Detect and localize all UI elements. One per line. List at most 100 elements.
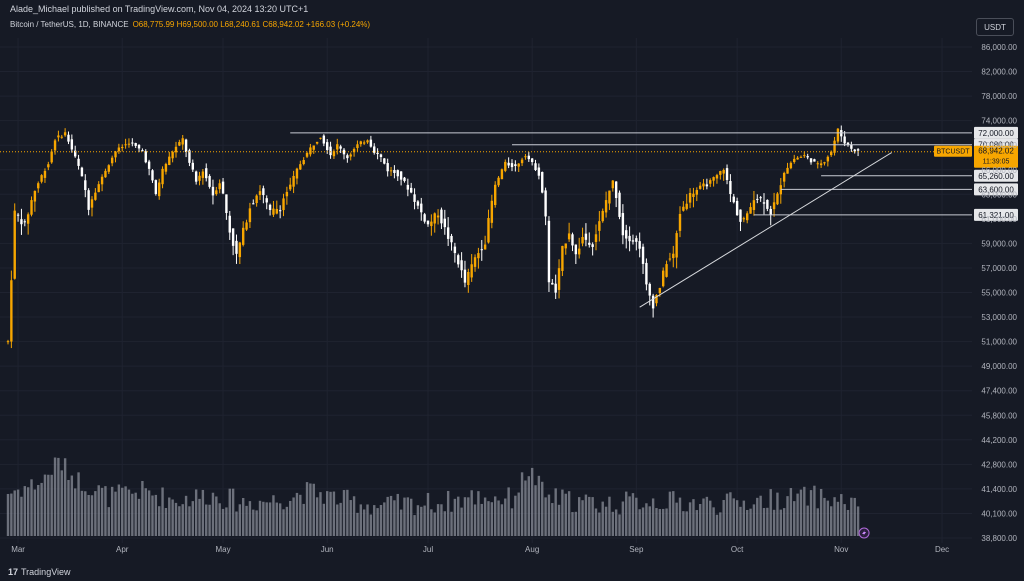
candle [305, 152, 309, 157]
volume-bar [672, 491, 675, 536]
candle [809, 158, 813, 163]
candle [436, 215, 440, 218]
symbol-legend[interactable]: Bitcoin / TetherUS, 1D, BINANCE O68,775.9… [10, 20, 370, 29]
price-tag-symbol-bg [934, 145, 972, 157]
overlays: 72,000.00 70,080.00 65,260.00 63,600.00 61,3… [0, 126, 1018, 539]
volume-bar [33, 489, 37, 536]
candle [245, 222, 248, 230]
volume-bar [735, 500, 739, 536]
volume-bar [641, 507, 645, 536]
candle [40, 175, 43, 182]
candle [497, 177, 500, 186]
tradingview-logo[interactable]: 17 TradingView [8, 567, 71, 577]
candle [651, 295, 655, 309]
candle [480, 249, 483, 251]
volume-bar [527, 476, 530, 536]
price-axis[interactable]: 86,000.00 82,000.00 78,000.00 74,000.00 70,0… [981, 43, 1017, 543]
x-tick-label: Mar [11, 545, 25, 554]
volume-bar [134, 492, 137, 536]
candle [527, 155, 530, 160]
currency-button[interactable]: USDT [976, 18, 1014, 36]
volume-bar [137, 498, 141, 536]
candle [514, 164, 517, 167]
volume-bar [258, 500, 262, 536]
price-chart[interactable]: 72,000.00 70,080.00 65,260.00 63,600.00 61,3… [0, 0, 1024, 563]
volume-bar [211, 492, 215, 536]
candle [228, 215, 231, 233]
candle [329, 146, 332, 156]
candle [762, 202, 766, 204]
volume-bar [178, 506, 181, 536]
candle [735, 200, 739, 216]
volume-bar [793, 501, 796, 536]
volume-bar [598, 512, 601, 536]
volume-bar [215, 496, 218, 536]
candle [631, 240, 635, 242]
candle [443, 218, 446, 228]
volume-bar [769, 489, 772, 536]
candle [369, 139, 373, 147]
candle [322, 135, 326, 144]
candle [248, 208, 252, 223]
volume-bar [191, 501, 194, 536]
candle [50, 151, 53, 163]
volume-bar [406, 497, 410, 536]
volume-bar [675, 502, 678, 536]
volume-bar [423, 505, 426, 536]
volume-bar [410, 498, 413, 536]
candle [457, 255, 460, 265]
volume-bar [97, 485, 100, 536]
candle [134, 143, 137, 146]
volume-bar [705, 496, 709, 536]
candle [698, 185, 702, 189]
candle [43, 170, 47, 178]
volume-bar [840, 494, 843, 536]
volume-bar [322, 503, 326, 536]
volume-bar [272, 495, 275, 536]
volume-bar [517, 492, 520, 536]
candle [158, 182, 161, 197]
candle [749, 207, 752, 214]
top-bar: Alade_Michael published on TradingView.c… [0, 0, 1024, 18]
volume-bar [386, 496, 389, 536]
candle [635, 238, 638, 242]
candle [588, 242, 591, 245]
candle [107, 165, 110, 172]
candle [803, 155, 806, 157]
volume-bar [104, 486, 107, 536]
candle [611, 180, 614, 189]
candle [30, 200, 33, 215]
volume-bar [695, 510, 698, 536]
volume-bar [147, 490, 151, 536]
candle [692, 193, 695, 198]
volume-bar [16, 489, 20, 536]
y-tick-label: 45,800.00 [981, 411, 1017, 420]
volume-bar [346, 489, 349, 536]
volume-bar [396, 493, 399, 536]
candle [215, 190, 218, 195]
candle [618, 192, 621, 217]
candle [591, 244, 594, 247]
volume-bar [490, 502, 494, 536]
volume-bar [188, 506, 191, 536]
candle [211, 186, 215, 196]
volume-bar [625, 491, 628, 536]
x-tick-label: Apr [116, 545, 129, 554]
y-tick-label: 70,000.00 [981, 141, 1017, 150]
time-axis[interactable]: Mar Apr May Jun Jul Aug Sep Oct Nov Dec [11, 545, 949, 554]
candle [393, 170, 396, 173]
candle [110, 157, 114, 164]
volume-bar [752, 504, 756, 536]
candle [356, 144, 359, 149]
volume-bar [520, 472, 524, 536]
volume-bar [732, 498, 735, 536]
volume-bar [144, 488, 147, 536]
candle [174, 146, 178, 153]
candle [507, 162, 510, 166]
candle [604, 200, 608, 213]
volume-bar [776, 492, 779, 536]
volume-bar [399, 509, 403, 536]
lightning-glyph [862, 530, 867, 536]
y-tick-label: 42,800.00 [981, 460, 1017, 469]
volume-bar [779, 509, 782, 536]
